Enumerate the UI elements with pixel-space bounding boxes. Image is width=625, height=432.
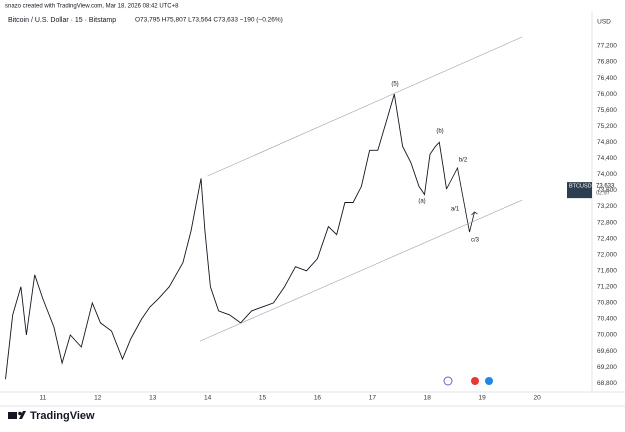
- y-tick-label: 69,200: [597, 364, 617, 371]
- x-tick-label: 15: [259, 395, 267, 402]
- wave-label: (b): [436, 129, 443, 135]
- x-tick-label: 20: [533, 395, 541, 402]
- x-tick-label: 19: [479, 395, 487, 402]
- last-price-symbol: BTCUSD: [569, 184, 592, 190]
- x-tick-label: 12: [94, 395, 102, 402]
- y-tick-label: 71,200: [597, 284, 617, 291]
- x-tick-label: 11: [40, 395, 47, 402]
- y-tick-label: 74,800: [597, 139, 617, 146]
- x-tick-label: 17: [369, 395, 377, 402]
- x-tick-label: 18: [424, 395, 432, 402]
- last-price-tag: [567, 182, 592, 199]
- price-line: [199, 199, 523, 342]
- last-price-label: 73,633: [596, 184, 615, 190]
- price-line: [5, 93, 447, 380]
- y-tick-label: 71,600: [597, 267, 617, 274]
- x-tick-label: 14: [204, 395, 212, 402]
- x-tick-label: 13: [149, 395, 157, 402]
- wave-label: b/2: [459, 158, 468, 164]
- symbol: Bitcoin / U.S. Dollar · 15 · Bitstamp: [8, 17, 116, 24]
- y-tick-label: 76,400: [597, 75, 617, 82]
- credit: snazo created with TradingView.com, Mar …: [5, 4, 179, 10]
- y-tick-label: 75,200: [597, 123, 617, 130]
- countdown: 02:07: [596, 191, 610, 197]
- y-tick-label: 68,800: [597, 380, 617, 387]
- y-tick-label: 72,800: [597, 219, 617, 226]
- y-tick-label: 76,000: [597, 91, 617, 98]
- y-tick-label: 72,400: [597, 235, 617, 242]
- brand: TradingView: [30, 410, 95, 422]
- y-tick-label: 69,600: [597, 348, 617, 355]
- y-tick-label: 73,200: [597, 203, 617, 210]
- y-tick-label: 70,800: [597, 300, 617, 307]
- y-tick-label: 70,400: [597, 316, 617, 323]
- wave-label: (a): [418, 199, 425, 205]
- currency: USD: [597, 19, 611, 26]
- y-tick-label: 72,000: [597, 251, 617, 258]
- wave-label: a/1: [451, 207, 460, 213]
- wave-label: (5): [391, 82, 398, 88]
- arrow-head: [471, 211, 478, 216]
- y-tick-label: 73,600: [597, 187, 617, 194]
- ohlc: O73,795 H75,807 L73,564 C73,633 −190 (−0…: [135, 17, 283, 24]
- y-tick-label: 74,400: [597, 155, 617, 162]
- wave-label: c/3: [471, 238, 480, 244]
- y-tick-label: 75,600: [597, 107, 617, 114]
- tv-logo: [8, 411, 26, 419]
- event-icons: [443, 376, 493, 386]
- y-tick-label: 70,000: [597, 332, 617, 339]
- y-tick-label: 77,200: [597, 43, 617, 50]
- y-tick-label: 74,000: [597, 171, 617, 178]
- y-tick-label: 76,800: [597, 59, 617, 66]
- x-tick-label: 16: [314, 395, 322, 402]
- price-line: [207, 36, 523, 177]
